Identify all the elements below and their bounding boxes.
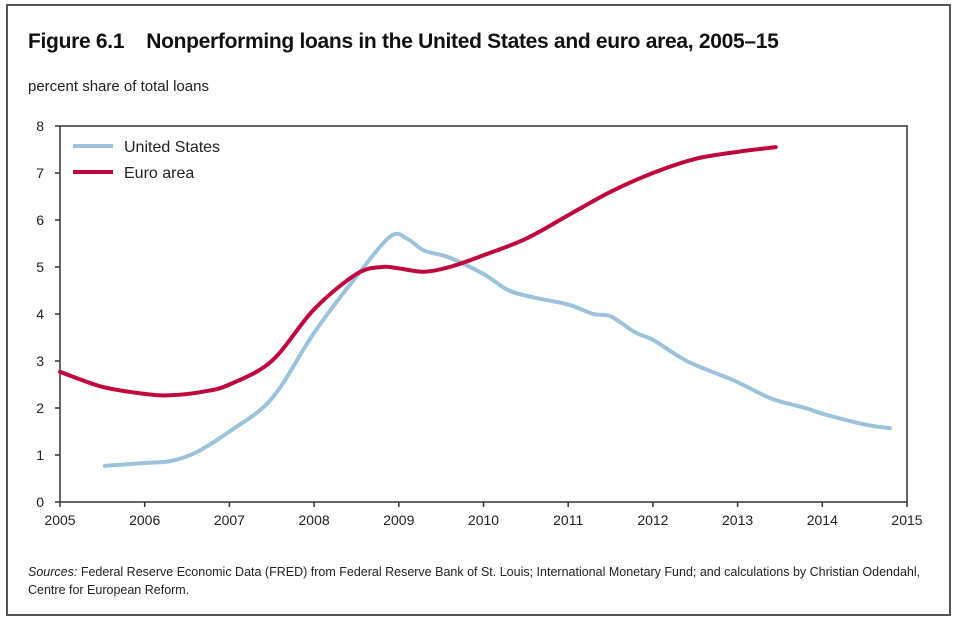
legend-label: United States: [124, 139, 220, 156]
figure-title: Nonperforming loans in the United States…: [146, 30, 779, 53]
x-tick-label: 2005: [44, 512, 75, 528]
x-tick-label: 2008: [299, 512, 330, 528]
sources-label: Sources:: [28, 565, 78, 579]
y-tick-label: 4: [36, 306, 44, 322]
x-tick-label: 2015: [891, 512, 922, 528]
y-tick-label: 7: [36, 165, 44, 181]
y-tick-label: 2: [36, 400, 44, 416]
series-line-euro-area: [58, 145, 778, 398]
sources-note: Sources: Federal Reserve Economic Data (…: [28, 563, 928, 599]
y-axis-label: percent share of total loans: [28, 78, 209, 95]
legend-label: Euro area: [124, 165, 194, 182]
y-tick-label: 6: [36, 212, 44, 228]
sources-text: Federal Reserve Economic Data (FRED) fro…: [28, 565, 921, 597]
x-tick-label: 2012: [637, 512, 668, 528]
figure-frame: [6, 4, 951, 616]
chart-title: Figure 6.1 Nonperforming loans in the Uni…: [28, 30, 779, 54]
y-tick-label: 5: [36, 259, 44, 275]
y-tick-label: 0: [36, 494, 44, 510]
x-tick-label: 2010: [468, 512, 499, 528]
x-tick-label: 2013: [722, 512, 753, 528]
x-tick-label: 2014: [807, 512, 838, 528]
x-tick-label: 2011: [553, 512, 583, 528]
x-tick-label: 2006: [129, 512, 160, 528]
x-tick-label: 2007: [214, 512, 245, 528]
series-line-united-states: [102, 231, 893, 468]
y-tick-label: 3: [36, 353, 44, 369]
x-tick-label: 2009: [383, 512, 414, 528]
y-tick-label: 8: [36, 118, 44, 134]
plot-area-border: [59, 125, 908, 503]
figure-number: Figure 6.1: [28, 30, 125, 53]
y-tick-label: 1: [36, 447, 44, 463]
